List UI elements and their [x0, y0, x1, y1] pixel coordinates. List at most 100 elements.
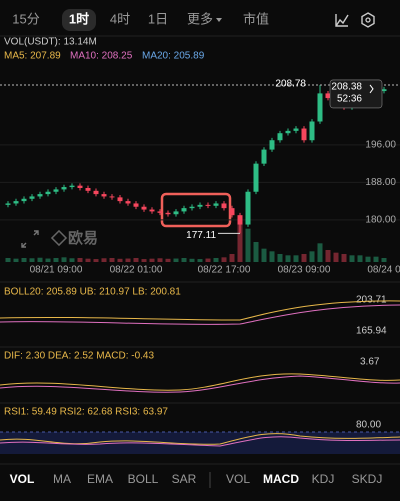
candle-body: [37, 194, 43, 197]
volume-bar: [309, 251, 315, 262]
volume-bar: [93, 259, 99, 262]
high-label: 208.78: [275, 79, 306, 90]
candle-body: [301, 128, 307, 141]
candle-body: [269, 140, 275, 150]
settings-icon[interactable]: [361, 12, 375, 28]
volume-bar: [293, 255, 299, 262]
volume-bar: [221, 257, 227, 262]
volume-bar: [229, 254, 235, 262]
volume-bar: [325, 250, 331, 262]
indicator-tab[interactable]: VOL: [226, 472, 250, 486]
indicator-tab[interactable]: BOLL: [128, 472, 159, 486]
settings-icon[interactable]: [365, 17, 371, 23]
candle-body: [101, 194, 107, 197]
indicator-tab[interactable]: SAR: [172, 472, 197, 486]
expand-icon[interactable]: [21, 230, 39, 248]
tab[interactable]: 更多: [187, 11, 213, 26]
candle-body: [53, 189, 59, 192]
volume-bar: [269, 251, 275, 262]
indicator-tab[interactable]: VOL: [10, 472, 35, 486]
candle-body: [5, 203, 11, 205]
volume-bar: [53, 258, 59, 262]
indicator-tab[interactable]: KDJ: [312, 472, 335, 486]
candle-body: [189, 206, 195, 209]
volume-bar: [285, 255, 291, 262]
candle-body: [229, 208, 235, 216]
volume-bar: [245, 228, 251, 262]
candle-body: [77, 185, 83, 188]
candle-body: [181, 208, 187, 212]
candle-body: [45, 191, 51, 195]
decor-line: [0, 375, 400, 393]
candle-body: [85, 188, 91, 191]
volume-bar: [181, 258, 187, 262]
indicator-tab[interactable]: SKDJ: [352, 472, 383, 486]
candle-body: [237, 215, 243, 225]
candle-body: [149, 209, 155, 212]
candle-body: [205, 204, 211, 206]
y-tick-label: 180.00: [365, 214, 396, 225]
tab[interactable]: 市值: [243, 11, 269, 26]
candle-body: [381, 89, 387, 92]
dropdown-icon: [216, 18, 222, 22]
volume-bar: [357, 255, 363, 262]
watermark: 欧易: [68, 229, 98, 247]
tab[interactable]: 4时: [110, 11, 130, 26]
candle-body: [293, 128, 299, 131]
candle-body: [221, 203, 227, 209]
candle-body: [213, 203, 219, 206]
tab[interactable]: 1日: [148, 11, 168, 26]
price-box: [329, 79, 383, 109]
volume-bar: [341, 254, 347, 262]
decor-line: [0, 300, 400, 321]
volume-bar: [237, 222, 243, 262]
volume-bar: [141, 259, 147, 262]
volume-bar: [253, 242, 259, 262]
boll-label: BOLL20: 205.89 UB: 210.97 LB: 200.81: [4, 287, 181, 298]
volume-bar: [333, 252, 339, 262]
logo-icon: [50, 229, 68, 247]
volume-bar: [45, 258, 51, 262]
countdown: 52:36: [337, 94, 362, 105]
candle-body: [173, 211, 179, 215]
x-tick-label: 08/23 09:00: [278, 265, 331, 276]
panel-label: 3.67: [360, 357, 380, 368]
x-tick-label: 08/21 09:00: [30, 265, 83, 276]
indicator-icon[interactable]: [335, 14, 349, 27]
volume-bar: [373, 256, 379, 262]
low-label: 177.11: [186, 230, 216, 241]
candle-body: [61, 187, 67, 190]
volume-bar: [85, 258, 91, 262]
volume-bar: [173, 258, 179, 262]
panel-label: 203.71: [356, 295, 387, 306]
volume-bar: [61, 257, 67, 262]
candle-body: [125, 201, 131, 204]
candle-body: [133, 203, 139, 207]
y-tick-label: 196.00: [365, 140, 396, 151]
candle-body: [29, 196, 35, 199]
candle-body: [325, 93, 331, 99]
indicator-tab[interactable]: MACD: [263, 472, 299, 486]
decor-line: [0, 373, 400, 391]
volume-bar: [205, 258, 211, 262]
volume-bar: [125, 258, 131, 262]
volume-bar: [197, 259, 203, 262]
candle-body: [69, 185, 75, 188]
candle-body: [245, 191, 251, 225]
x-tick-label: 08/22 01:00: [110, 265, 163, 276]
indicator-tab[interactable]: EMA: [87, 472, 113, 486]
volume-bar: [69, 258, 75, 262]
volume-bar: [21, 258, 27, 262]
candle-body: [317, 93, 323, 122]
tab[interactable]: 1时: [69, 11, 89, 26]
candle-body: [285, 130, 291, 134]
decor-line: [0, 436, 400, 447]
candle-body: [253, 163, 259, 192]
tab[interactable]: 15分: [12, 11, 39, 26]
volume-bar: [165, 258, 171, 262]
candle-body: [165, 212, 171, 215]
candle-body: [141, 206, 147, 210]
indicator-tab[interactable]: MA: [53, 472, 71, 486]
x-tick-label: 08/24 0: [367, 265, 400, 276]
vol-label: VOL(USDT): 13.14M: [4, 37, 97, 48]
